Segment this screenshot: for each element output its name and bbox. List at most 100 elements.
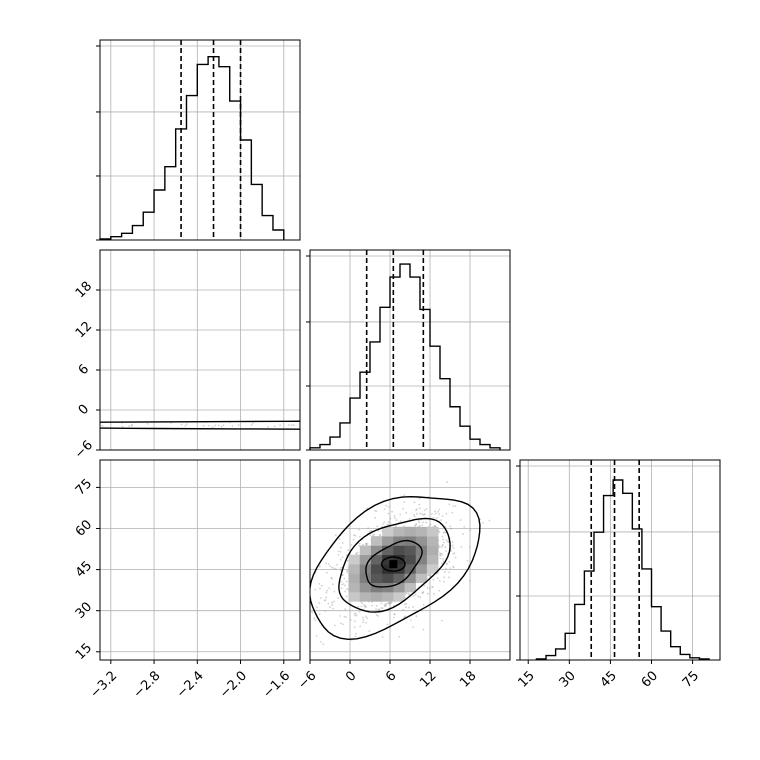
scatter-point [442, 557, 444, 560]
density-peak [389, 560, 398, 569]
scatter-point [421, 591, 424, 594]
scatter-point [393, 613, 396, 616]
scatter-point [718, 424, 720, 426]
density-cell [393, 564, 405, 574]
scatter-point [735, 422, 737, 424]
x-tick-label: 30 [557, 668, 579, 690]
scatter-point [555, 424, 557, 426]
scatter-point [423, 514, 425, 516]
scatter-point [439, 554, 441, 557]
scatter-point [320, 597, 322, 599]
scatter-point [403, 494, 406, 497]
scatter-point [339, 546, 342, 549]
scatter-point [570, 423, 572, 425]
x-tick-label: 12 [417, 668, 439, 690]
scatter-point [342, 623, 345, 626]
scatter-point [491, 423, 493, 425]
scatter-point [448, 428, 450, 430]
scatter-point [416, 508, 418, 511]
scatter-point [320, 584, 323, 587]
scatter-point [422, 521, 425, 524]
scatter-point [353, 612, 356, 615]
scatter-point [408, 606, 410, 609]
scatter-point [417, 425, 419, 427]
axes-frame [309, 459, 511, 661]
density-cell [393, 545, 405, 556]
scatter-point [640, 425, 642, 427]
scatter-point [341, 556, 344, 559]
scatter-point [636, 426, 638, 428]
scatter-point [419, 524, 421, 527]
scatter-point [312, 422, 314, 424]
scatter-point [442, 424, 444, 426]
density-cell [415, 573, 428, 584]
scatter-point [359, 625, 362, 628]
scatter-point [121, 425, 124, 428]
scatter-point [454, 556, 457, 559]
density-cell [359, 592, 372, 602]
scatter-point [528, 425, 530, 427]
scatter-point [353, 614, 356, 617]
scatter-point [586, 421, 588, 423]
scatter-point [202, 424, 205, 427]
scatter-point [70, 422, 72, 424]
scatter-point [657, 424, 659, 426]
scatter-point [319, 587, 321, 590]
scatter-point [466, 560, 469, 562]
scatter-point [651, 425, 653, 427]
scatter-point [303, 421, 305, 423]
scatter-point [676, 423, 678, 425]
scatter-point [326, 425, 328, 427]
scatter-point [316, 606, 318, 609]
scatter-point [621, 425, 623, 427]
scatter-point [439, 557, 442, 560]
scatter-point [534, 422, 536, 424]
scatter-point [326, 589, 329, 592]
scatter-point [356, 424, 358, 426]
scatter-point [131, 423, 134, 426]
scatter-point [387, 520, 390, 523]
axes-frame [99, 39, 301, 241]
scatter-point [705, 424, 707, 426]
scatter-point [311, 611, 313, 614]
scatter-point [318, 583, 321, 585]
density-cell [468, 423, 641, 424]
scatter-point [559, 423, 561, 425]
scatter-point [550, 425, 552, 427]
scatter-point [606, 423, 608, 425]
scatter-point [441, 553, 444, 556]
scatter-point [383, 521, 386, 524]
density-cell [468, 426, 641, 427]
scatter-point [328, 587, 331, 590]
scatter-point [432, 516, 435, 519]
scatter-point [375, 608, 377, 610]
scatter-point [621, 420, 623, 422]
scatter-point [354, 534, 357, 537]
scatter-point [463, 525, 466, 528]
scatter-point [300, 425, 302, 427]
scatter-point [352, 538, 355, 541]
scatter-point [45, 426, 47, 428]
scatter-point [476, 424, 478, 426]
density-cell [370, 536, 383, 546]
scatter-point [358, 528, 360, 531]
density-cell [348, 564, 361, 574]
density-content [310, 481, 491, 646]
scatter-point [438, 531, 441, 534]
scatter-point [378, 608, 381, 611]
scatter-point [422, 591, 425, 593]
scatter-point [408, 425, 410, 427]
density-cell [382, 564, 394, 574]
scatter-point [330, 566, 333, 569]
scatter-point [415, 615, 418, 618]
density-cell [415, 554, 428, 565]
scatter-point [415, 509, 417, 512]
scatter-point [438, 589, 440, 592]
density-content [45, 420, 737, 431]
scatter-point [327, 563, 330, 565]
scatter-point [436, 577, 439, 580]
axes-frame [309, 249, 511, 451]
scatter-point [440, 552, 443, 555]
scatter-point [432, 423, 434, 425]
scatter-point [445, 562, 448, 565]
